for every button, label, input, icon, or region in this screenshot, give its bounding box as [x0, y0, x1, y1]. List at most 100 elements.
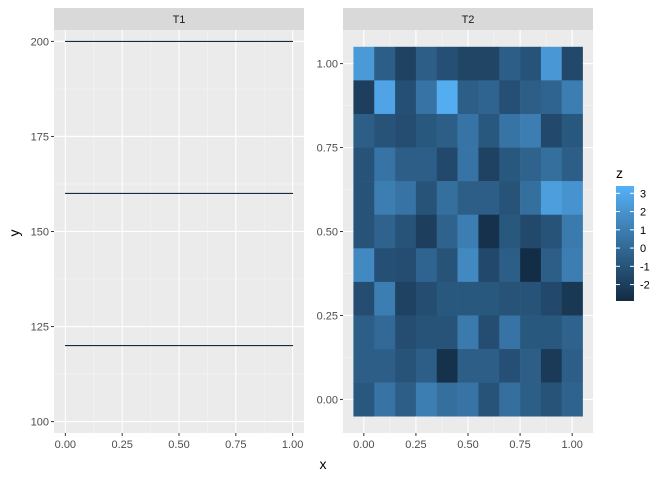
heatmap-tile [540, 80, 563, 115]
heatmap-tile [520, 147, 542, 182]
legend-label: 0 [640, 243, 646, 255]
heatmap-tile [395, 80, 417, 115]
heatmap-tile [436, 147, 458, 182]
heatmap-tile [415, 46, 438, 81]
heatmap-tile [415, 281, 438, 316]
heatmap-tile [353, 181, 375, 216]
heatmap-tile [561, 315, 583, 350]
heatmap-tile [561, 281, 583, 316]
heatmap-tile [374, 147, 396, 182]
heatmap-tile [520, 113, 542, 148]
x-tick-label: 0.75 [225, 439, 246, 451]
y-tick-label: 100 [31, 417, 49, 429]
heatmap-tile [457, 248, 479, 283]
heatmap-tile [478, 248, 500, 283]
heatmap-tile [540, 315, 563, 350]
heatmap-tile [561, 147, 583, 182]
heatmap-tile [457, 147, 479, 182]
heatmap-tile [520, 80, 542, 115]
x-tick-label: 0.75 [509, 439, 530, 451]
y-tick-label: 0.25 [317, 310, 338, 322]
heatmap-tile [478, 147, 500, 182]
heatmap-tile [395, 349, 417, 383]
heatmap-tile [374, 181, 396, 216]
heatmap-tile [561, 181, 583, 216]
heatmap-tile [561, 248, 583, 283]
y-tick-label: 1.00 [317, 59, 338, 71]
heatmap-tile [478, 382, 500, 417]
heatmap-tile [561, 113, 583, 148]
panel-t2-tiles [353, 46, 583, 417]
heatmap-tile [395, 46, 417, 81]
heatmap-tile [353, 281, 375, 316]
x-tick-label: 0.50 [457, 439, 478, 451]
heatmap-tile [457, 46, 479, 81]
x-tick-label: 0.00 [55, 439, 76, 451]
y-tick-label: 175 [31, 131, 49, 143]
heatmap-tile [353, 46, 375, 81]
heatmap-tile [395, 113, 417, 148]
heatmap-tile [374, 46, 396, 81]
heatmap-tile [457, 80, 479, 115]
heatmap-tile [499, 181, 521, 216]
heatmap-tile [436, 46, 458, 81]
x-tick-label: 1.00 [282, 439, 303, 451]
heatmap-tile [540, 214, 563, 249]
heatmap-tile [540, 281, 563, 316]
heatmap-tile [561, 382, 583, 417]
heatmap-tile [499, 214, 521, 249]
heatmap-tile [499, 315, 521, 350]
heatmap-tile [499, 147, 521, 182]
y-tick-label: 150 [31, 227, 49, 239]
heatmap-tile [415, 349, 438, 383]
heatmap-tile [478, 349, 500, 383]
x-tick-label: 0.00 [353, 439, 374, 451]
heatmap-tile [415, 214, 438, 249]
heatmap-tile [457, 382, 479, 417]
heatmap-tile [415, 181, 438, 216]
heatmap-tile [457, 315, 479, 350]
heatmap-tile [353, 315, 375, 350]
heatmap-tile [478, 181, 500, 216]
strip-t2-label: T2 [462, 14, 475, 26]
heatmap-tile [353, 382, 375, 417]
x-axis-title: x [320, 456, 327, 472]
y-axis-title: y [6, 230, 22, 237]
y-tick-label: 125 [31, 322, 49, 334]
heatmap-tile [499, 281, 521, 316]
heatmap-tile [540, 147, 563, 182]
legend-label: 3 [640, 188, 646, 200]
heatmap-tile [374, 315, 396, 350]
heatmap-tile [374, 113, 396, 148]
heatmap-tile [540, 181, 563, 216]
heatmap-tile [374, 214, 396, 249]
y-tick-label: 0.50 [317, 227, 338, 239]
heatmap-tile [395, 181, 417, 216]
heatmap-tile [353, 349, 375, 383]
legend-label: 1 [640, 225, 646, 237]
heatmap-tile [436, 214, 458, 249]
heatmap-tile [540, 46, 563, 81]
legend-colorbar [616, 186, 634, 301]
heatmap-tile [561, 46, 583, 81]
x-tick-label: 0.25 [405, 439, 426, 451]
y-tick-label: 200 [31, 36, 49, 48]
heatmap-tile [415, 80, 438, 115]
heatmap-tile [540, 248, 563, 283]
heatmap-tile [520, 181, 542, 216]
heatmap-tile [478, 214, 500, 249]
heatmap-tile [415, 248, 438, 283]
heatmap-tile [499, 113, 521, 148]
heatmap-tile [520, 46, 542, 81]
heatmap-tile [353, 214, 375, 249]
heatmap-tile [499, 382, 521, 417]
heatmap-tile [374, 281, 396, 316]
heatmap-tile [436, 181, 458, 216]
heatmap-tile [395, 214, 417, 249]
heatmap-tile [415, 382, 438, 417]
heatmap-tile [499, 80, 521, 115]
heatmap-tile [353, 113, 375, 148]
heatmap-tile [520, 214, 542, 249]
heatmap-tile [395, 315, 417, 350]
panel-t1-gridlines [54, 30, 304, 433]
